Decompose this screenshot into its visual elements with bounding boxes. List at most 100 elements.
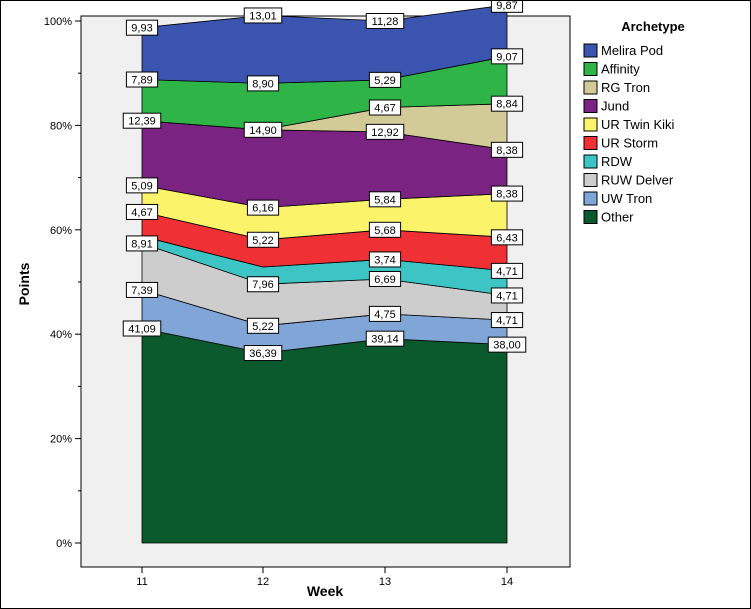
y-tick-label: 40% — [50, 329, 72, 341]
legend-item-jund: Jund — [583, 99, 629, 114]
legend-item-uw-tron: UW Tron — [583, 191, 652, 206]
data-label-box — [487, 336, 527, 353]
area-series-layer — [141, 4, 508, 544]
data-label-text: 5,84 — [374, 194, 395, 206]
legend-item-rg-tron: RG Tron — [583, 80, 650, 95]
data-label-box — [125, 235, 159, 252]
data-label-text: 7,39 — [131, 285, 152, 297]
data-label-box — [246, 199, 280, 216]
legend-label: UW Tron — [601, 191, 652, 206]
data-label-text: 11,28 — [372, 16, 399, 28]
data-label-text: 8,38 — [496, 189, 517, 201]
data-label-text: 5,22 — [252, 235, 273, 247]
data-label: 9,87 — [490, 1, 524, 13]
data-label: 8,90 — [246, 75, 280, 92]
data-label: 4,71 — [490, 262, 524, 279]
legend-item-ur-storm: UR Storm — [583, 136, 658, 151]
data-label-text: 6,16 — [252, 203, 273, 215]
data-label-box — [243, 7, 283, 24]
legend-label: RG Tron — [601, 80, 650, 95]
data-label: 6,16 — [246, 199, 280, 216]
legend-swatch — [583, 136, 598, 150]
y-axis-title: Points — [16, 262, 32, 305]
data-label-box — [368, 270, 402, 287]
legend-label: Affinity — [601, 62, 640, 77]
data-label-box — [246, 75, 280, 92]
data-label-box — [125, 203, 159, 220]
data-label-box — [490, 95, 524, 112]
data-label-box — [490, 312, 524, 329]
data-label-text: 8,91 — [131, 238, 152, 250]
data-label-text: 7,89 — [131, 75, 152, 87]
data-label: 7,89 — [125, 71, 159, 88]
data-label-box — [365, 13, 405, 29]
data-label: 4,67 — [125, 203, 159, 220]
data-label-box — [246, 231, 280, 248]
data-label-text: 5,09 — [131, 180, 152, 192]
axes-layer: 0% 20% 40% 60% 80% 100% 11 12 13 14 — [44, 16, 570, 588]
data-label: 4,71 — [490, 287, 524, 304]
data-label-text: 12,39 — [128, 116, 156, 128]
data-label: 14,90 — [243, 121, 283, 138]
data-label-box — [368, 221, 402, 238]
legend: Archetype Melira Pod Affinity RG Tron Jund U… — [583, 19, 685, 225]
data-label-box — [246, 276, 280, 293]
data-label: 8,38 — [490, 141, 524, 158]
data-label: 5,68 — [368, 221, 402, 238]
data-label-box — [122, 112, 162, 129]
data-label-box — [122, 320, 162, 337]
y-tick-label: 100% — [44, 16, 72, 28]
legend-label: Jund — [601, 99, 629, 114]
legend-swatch — [583, 191, 598, 206]
data-label: 4,67 — [368, 99, 402, 116]
data-label-text: 38,00 — [493, 340, 521, 352]
legend-label: UR Twin Kiki — [601, 117, 675, 132]
data-label: 41,09 — [122, 320, 162, 337]
data-label-text: 8,38 — [496, 145, 517, 157]
legend-item-other: Other — [583, 210, 634, 225]
data-label: 5,29 — [368, 71, 402, 88]
data-label-box — [490, 48, 524, 65]
data-label-text: 12,92 — [371, 127, 399, 139]
data-label-box — [368, 251, 402, 268]
data-label-box — [125, 71, 159, 88]
data-label-box — [246, 317, 280, 334]
data-label: 9,93 — [125, 19, 159, 36]
legend-swatch — [583, 173, 598, 187]
data-label: 5,84 — [368, 191, 402, 208]
x-tick-label: 11 — [136, 576, 147, 588]
legend-item-affinity: Affinity — [583, 62, 640, 77]
legend-label: Melira Pod — [601, 43, 663, 58]
legend-swatch — [583, 210, 598, 224]
data-label-text: 7,96 — [252, 279, 273, 291]
data-label-text: 4,71 — [496, 315, 517, 327]
data-label-text: 6,69 — [374, 274, 395, 286]
legend-swatch — [583, 117, 598, 132]
data-label-text: 4,67 — [131, 207, 152, 219]
area-other — [141, 328, 508, 544]
data-label-box — [368, 99, 402, 116]
data-label-text: 3,74 — [374, 254, 395, 266]
data-label-text: 4,67 — [374, 102, 395, 114]
data-label-text: 5,29 — [374, 75, 395, 87]
data-label-box — [125, 177, 159, 194]
data-label: 8,38 — [490, 185, 524, 202]
data-label: 6,69 — [368, 270, 402, 287]
data-label: 13,01 — [243, 7, 283, 24]
legend-label: RDW — [601, 154, 633, 169]
data-label: 12,92 — [365, 123, 405, 140]
data-label-text: 4,75 — [374, 309, 395, 321]
y-tick-label: 80% — [50, 120, 72, 132]
legend-item-ruw-delver: RUW Delver — [583, 173, 674, 188]
data-label-box — [490, 1, 524, 13]
data-label-text: 6,43 — [496, 232, 517, 244]
data-label-box — [368, 71, 402, 88]
data-label: 12,39 — [122, 112, 162, 129]
data-label: 4,71 — [490, 312, 524, 329]
data-label-box — [490, 185, 524, 202]
data-label-box — [490, 262, 524, 279]
data-label: 11,28 — [365, 13, 405, 29]
data-label-box — [368, 305, 402, 322]
